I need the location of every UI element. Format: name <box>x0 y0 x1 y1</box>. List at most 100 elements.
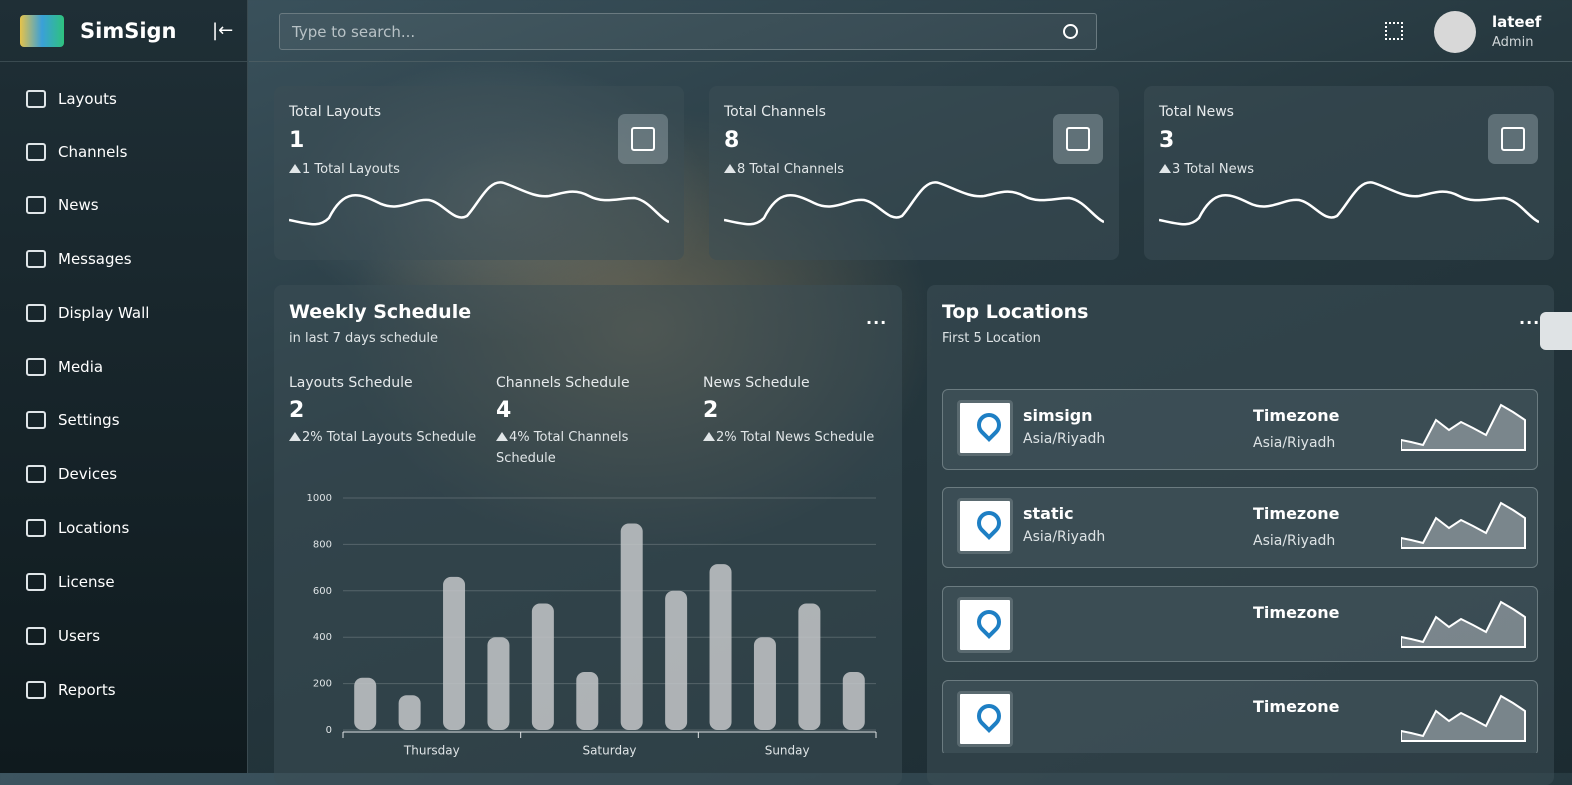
nav-icon <box>26 196 46 214</box>
sparkline-path <box>289 181 669 226</box>
bar <box>576 672 599 730</box>
schedule-value: 4 <box>496 398 512 423</box>
stat-card: Total Layouts 1 1 Total Layouts <box>274 86 684 260</box>
nav-label: Messages <box>58 250 132 268</box>
topbar: Type to search... lateef Admin <box>249 0 1572 62</box>
timezone: Asia/Riyadh <box>1253 435 1336 451</box>
menu[interactable]: ··· <box>1519 313 1541 332</box>
stat-card: Total Channels 8 8 Total Channels <box>709 86 1119 260</box>
schedule-label: Channels Schedule <box>496 375 630 391</box>
nav-item[interactable]: License <box>26 573 115 591</box>
sparkline-area <box>1401 403 1526 451</box>
nav-icon <box>26 358 46 376</box>
nav-item[interactable]: Devices <box>26 465 117 483</box>
sparkline <box>289 181 669 226</box>
nav-item[interactable]: Media <box>26 358 103 376</box>
nav-item[interactable]: Reports <box>26 681 116 699</box>
stat-card: Total News 3 3 Total News <box>1144 86 1554 260</box>
stat-title: Total Layouts <box>289 104 382 120</box>
schedule-note: 2% Total News Schedule <box>703 427 888 448</box>
location-name: simsign <box>1023 406 1093 425</box>
bar <box>531 603 554 730</box>
nav-item[interactable]: Settings <box>26 411 120 429</box>
location-zone: Asia/Riyadh <box>1023 529 1106 545</box>
avatar[interactable] <box>1434 11 1476 53</box>
stat-icon <box>618 114 668 164</box>
nav-label: Users <box>58 627 101 645</box>
location-icon <box>957 691 1013 747</box>
x-tick-label: Saturday <box>582 744 636 758</box>
collapse-button[interactable]: |← <box>212 20 234 41</box>
card-subtitle: First 5 Location <box>942 331 1041 346</box>
nav-item[interactable]: Messages <box>26 250 132 268</box>
y-tick-label: 600 <box>313 586 332 597</box>
bar <box>398 695 421 730</box>
location-icon <box>957 597 1013 653</box>
timezone-label: Timezone <box>1253 697 1340 716</box>
schedule-note: 4% Total Channels Schedule <box>496 427 686 469</box>
nav-icon <box>26 627 46 645</box>
user-name: lateef <box>1492 13 1542 31</box>
schedule-item: Layouts Schedule 2 2% Total Layouts Schedu… <box>289 375 479 448</box>
schedule-label: News Schedule <box>703 375 810 391</box>
menu[interactable]: ··· <box>866 313 888 332</box>
card-subtitle: in last 7 days schedule <box>289 331 439 346</box>
nav-item[interactable]: Locations <box>26 519 129 537</box>
stat-title: Total Channels <box>724 104 826 120</box>
location-row[interactable]: Timezone <box>942 586 1538 662</box>
nav-label: Locations <box>58 519 130 537</box>
location-name: static <box>1023 504 1074 523</box>
nav-label: Reports <box>58 681 116 699</box>
timezone-label: Timezone <box>1253 406 1340 425</box>
stat-icon <box>1488 114 1538 164</box>
nav-icon <box>26 411 46 429</box>
card-title: Weekly Schedule <box>289 301 472 323</box>
location-list: simsign Asia/Riyadh Timezone Asia/Riyadh sta… <box>942 389 1539 753</box>
sparkline <box>1401 694 1526 742</box>
nav-item[interactable]: Users <box>26 627 100 645</box>
nav-icon <box>26 304 46 322</box>
x-tick-label: Thursday <box>403 744 460 758</box>
nav-item[interactable]: News <box>26 196 99 214</box>
sparkline-path <box>1159 181 1539 226</box>
sparkline-area <box>1401 600 1526 648</box>
schedule-label: Layouts Schedule <box>289 375 413 391</box>
chart: 0 200 400 600 800 1000 Thursday Saturday Sunday <box>307 493 877 758</box>
nav-label: Settings <box>58 411 120 429</box>
timezone-label: Timezone <box>1253 504 1340 523</box>
location-row[interactable]: static Asia/Riyadh Timezone Asia/Riyadh <box>942 487 1538 568</box>
brand[interactable]: SimSign <box>0 0 247 62</box>
stat-title: Total News <box>1159 104 1234 120</box>
sparkline <box>1401 600 1526 648</box>
sidebar: SimSign |← Layouts Channels News Messages Di… <box>0 0 248 773</box>
location-icon <box>957 498 1013 554</box>
stat-note: 8 Total Channels <box>724 162 844 177</box>
location-row[interactable]: Timezone <box>942 680 1538 753</box>
search-input[interactable]: Type to search... <box>279 13 1097 50</box>
schedule-item: News Schedule 2 2% Total News Schedule <box>703 375 888 448</box>
nav-icon <box>26 250 46 268</box>
sparkline <box>1401 403 1526 451</box>
nav-item[interactable]: Layouts <box>26 90 117 108</box>
bar <box>842 672 865 730</box>
schedule-value: 2 <box>289 398 305 423</box>
nav-icon <box>26 519 46 537</box>
nav-item[interactable]: Channels <box>26 143 127 161</box>
bar <box>354 677 377 730</box>
nav-item[interactable]: Display Wall <box>26 304 149 322</box>
bar <box>665 590 688 730</box>
x-tick-label: Sunday <box>765 744 810 758</box>
y-tick-label: 400 <box>313 632 332 643</box>
sparkline-area <box>1401 501 1526 549</box>
bar <box>443 576 466 730</box>
schedule-value: 2 <box>703 398 719 423</box>
stat-icon <box>1053 114 1103 164</box>
y-tick-label: 1000 <box>307 493 332 504</box>
apps-icon[interactable] <box>1385 22 1403 40</box>
location-row[interactable]: simsign Asia/Riyadh Timezone Asia/Riyadh <box>942 389 1538 470</box>
nav-label: Layouts <box>58 90 117 108</box>
settings-tab[interactable] <box>1540 312 1572 350</box>
stat-value: 8 <box>724 128 740 153</box>
nav-label: Channels <box>58 143 128 161</box>
